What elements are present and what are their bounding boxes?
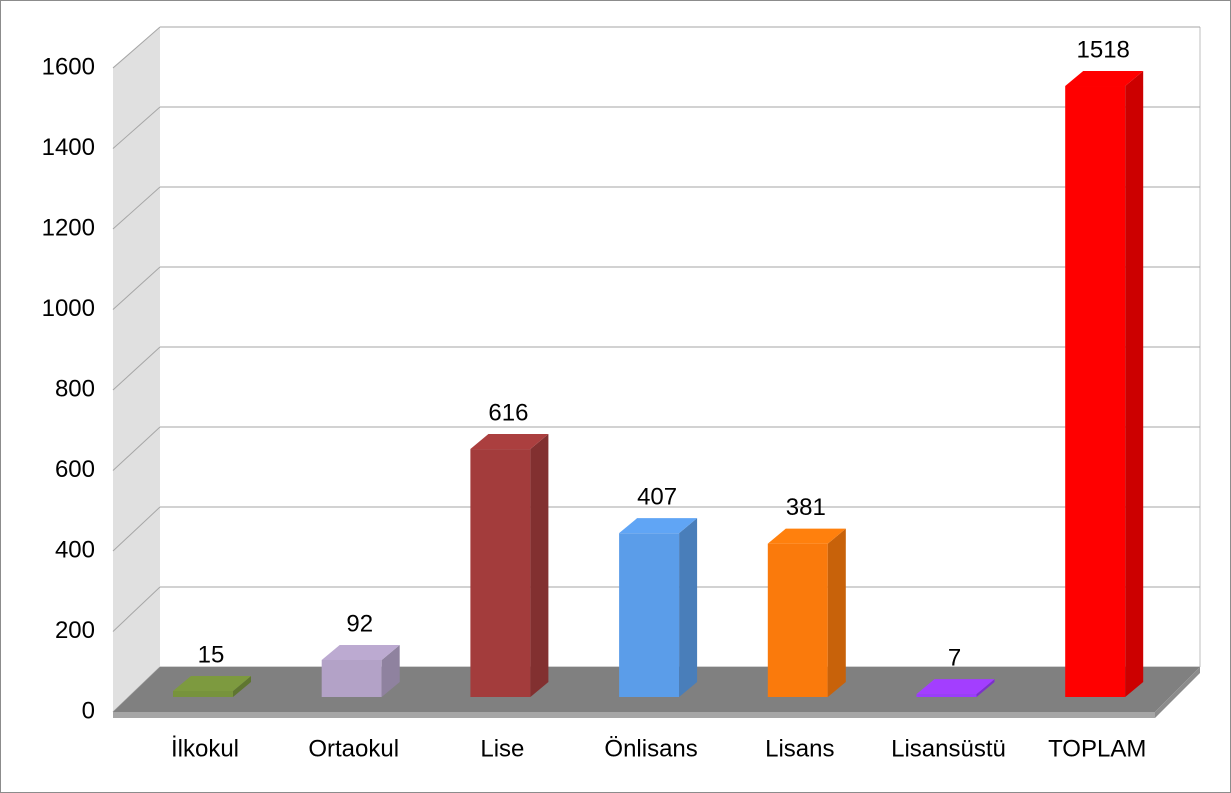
bar-front bbox=[470, 449, 531, 697]
bar-top bbox=[767, 528, 846, 544]
data-label: 92 bbox=[346, 610, 373, 637]
bar-top bbox=[470, 434, 549, 450]
y-tick-label: 800 bbox=[55, 375, 95, 402]
bar-top bbox=[1065, 71, 1144, 87]
bar-side bbox=[679, 518, 698, 697]
bar-side bbox=[233, 675, 251, 697]
bar-top bbox=[619, 518, 698, 534]
x-tick-label: Lisansüstü bbox=[891, 735, 1006, 762]
y-tick-label: 0 bbox=[82, 697, 95, 724]
data-label: 15 bbox=[198, 641, 225, 668]
bar-side bbox=[530, 434, 549, 697]
bar-side bbox=[1125, 71, 1144, 697]
side-grid-line bbox=[112, 426, 161, 471]
y-tick-label: 400 bbox=[55, 536, 95, 563]
data-label: 1518 bbox=[1077, 36, 1130, 63]
bar-front bbox=[916, 694, 977, 697]
bar-front bbox=[1065, 86, 1126, 697]
x-tick-label: Ortaokul bbox=[308, 735, 399, 762]
data-label: 407 bbox=[637, 484, 677, 511]
bar-front bbox=[619, 533, 680, 697]
bar-top bbox=[916, 679, 995, 695]
data-label: 616 bbox=[488, 399, 528, 426]
bar-side bbox=[827, 528, 846, 697]
floor-front bbox=[113, 712, 1155, 718]
bar-side bbox=[381, 644, 400, 697]
y-tick-label: 1000 bbox=[42, 295, 95, 322]
side-grid-line bbox=[112, 186, 161, 230]
bar-top bbox=[173, 675, 251, 691]
side-grid-line bbox=[112, 506, 161, 552]
data-label: 381 bbox=[786, 494, 826, 521]
x-tick-label: TOPLAM bbox=[1048, 735, 1146, 762]
x-tick-label: Önlisans bbox=[604, 735, 697, 762]
side-grid-line bbox=[112, 106, 161, 149]
y-tick-label: 200 bbox=[55, 617, 95, 644]
bar-side bbox=[976, 679, 995, 697]
y-tick-label: 1400 bbox=[42, 134, 95, 161]
y-tick-label: 600 bbox=[55, 456, 95, 483]
x-tick-label: İlkokul bbox=[171, 735, 239, 762]
x-tick-label: Lise bbox=[480, 735, 524, 762]
bar-top bbox=[321, 644, 400, 660]
floor-side bbox=[1155, 667, 1200, 718]
side-grid-line bbox=[112, 346, 161, 391]
bar-front bbox=[767, 543, 828, 697]
side-grid-line bbox=[112, 26, 161, 69]
data-label: 7 bbox=[948, 645, 961, 672]
side-grid-line bbox=[112, 586, 161, 632]
side-wall bbox=[113, 27, 160, 712]
bar-front bbox=[173, 690, 233, 697]
y-tick-label: 1600 bbox=[42, 53, 95, 80]
x-tick-label: Lisans bbox=[765, 735, 834, 762]
side-grid-line bbox=[112, 266, 161, 310]
bar-front bbox=[321, 659, 382, 697]
y-tick-label: 1200 bbox=[42, 214, 95, 241]
